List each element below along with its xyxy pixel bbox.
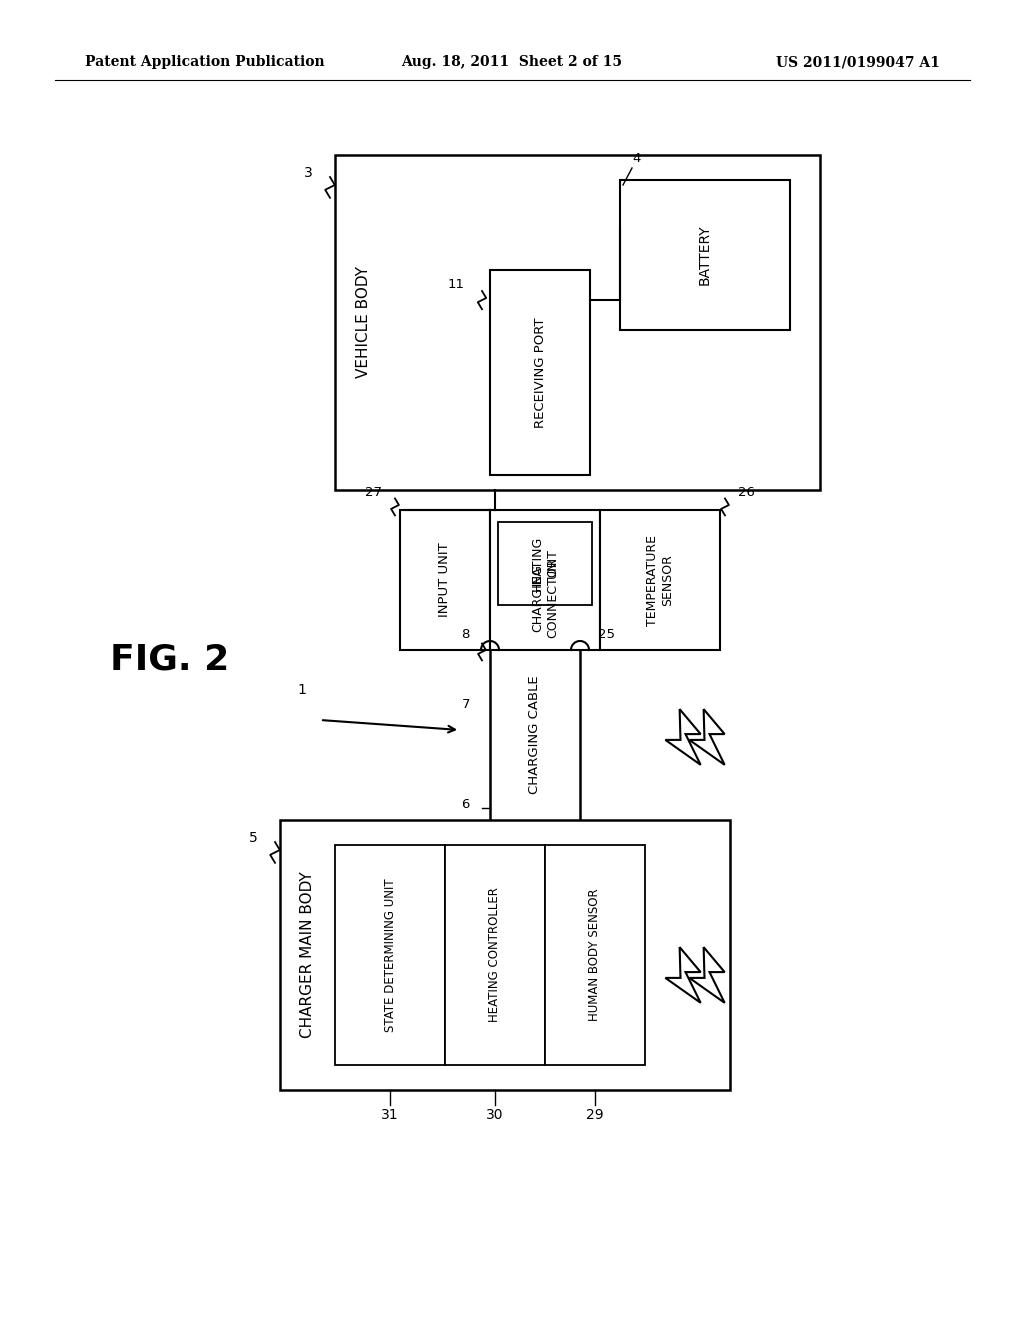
Text: TEMPERATURE
SENSOR: TEMPERATURE SENSOR: [646, 535, 674, 626]
Text: RECEIVING PORT: RECEIVING PORT: [534, 317, 547, 428]
Text: 8: 8: [462, 628, 470, 642]
Text: 3: 3: [304, 166, 313, 180]
Bar: [620, 180, 790, 330]
Text: 26: 26: [738, 486, 755, 499]
Text: US 2011/0199047 A1: US 2011/0199047 A1: [776, 55, 940, 69]
Text: Patent Application Publication: Patent Application Publication: [85, 55, 325, 69]
Text: 31: 31: [381, 1107, 398, 1122]
Text: 29: 29: [586, 1107, 604, 1122]
Text: VEHICLE BODY: VEHICLE BODY: [355, 267, 371, 379]
Text: 6: 6: [462, 799, 470, 812]
Text: CHARGER MAIN BODY: CHARGER MAIN BODY: [300, 871, 315, 1039]
Text: BATTERY: BATTERY: [698, 224, 712, 285]
Text: CHARGING CABLE: CHARGING CABLE: [528, 676, 542, 795]
Bar: [280, 820, 730, 1090]
Text: 1: 1: [298, 682, 306, 697]
Text: 7: 7: [462, 698, 470, 711]
Bar: [498, 521, 592, 605]
Bar: [490, 510, 600, 649]
Bar: [335, 845, 445, 1065]
Text: Aug. 18, 2011  Sheet 2 of 15: Aug. 18, 2011 Sheet 2 of 15: [401, 55, 623, 69]
Text: STATE DETERMINING UNIT: STATE DETERMINING UNIT: [384, 878, 396, 1032]
Text: INPUT UNIT: INPUT UNIT: [438, 543, 452, 618]
Text: HUMAN BODY SENSOR: HUMAN BODY SENSOR: [589, 888, 601, 1022]
Text: 4: 4: [632, 152, 640, 165]
Bar: [490, 271, 590, 475]
Text: HEATING CONTROLLER: HEATING CONTROLLER: [488, 887, 502, 1023]
Bar: [600, 510, 720, 649]
Bar: [545, 845, 645, 1065]
Text: FIG. 2: FIG. 2: [111, 643, 229, 677]
Text: CHARGING
CONNECTOR: CHARGING CONNECTOR: [531, 558, 559, 638]
Bar: [445, 845, 545, 1065]
Text: HEATING
UNIT: HEATING UNIT: [531, 536, 559, 591]
Text: 5: 5: [249, 832, 258, 845]
Bar: [400, 510, 490, 649]
Text: 25: 25: [598, 628, 615, 642]
Text: 11: 11: [449, 279, 465, 292]
Text: 27: 27: [365, 486, 382, 499]
Text: 30: 30: [486, 1107, 504, 1122]
Bar: [335, 154, 820, 490]
